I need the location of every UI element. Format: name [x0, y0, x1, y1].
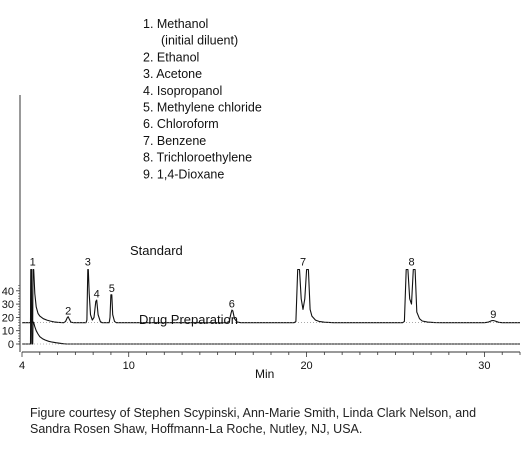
peak-label: 7 [300, 257, 306, 269]
trace-label-standard: Standard [130, 243, 183, 258]
legend-item: 4. Isopropanol [143, 84, 222, 98]
chromatogram-traces [22, 268, 520, 345]
legend-item: 9. 1,4-Dioxane [143, 167, 224, 181]
x-tick-label: 30 [478, 360, 490, 372]
legend-item: 2. Ethanol [143, 50, 199, 64]
chromatogram-chart: 1. Methanol (initial diluent) 2. Ethanol 3.… [2, 17, 521, 381]
peak-label: 5 [109, 283, 115, 295]
peak-label: 8 [408, 257, 414, 269]
legend-item: 5. Methylene chloride [143, 101, 262, 115]
legend-item: 8. Trichloroethylene [143, 151, 252, 165]
peak-label: 1 [30, 257, 36, 269]
x-tick-label: 20 [300, 360, 312, 372]
peak-label: 4 [94, 288, 100, 300]
y-tick-label: 20 [2, 312, 14, 324]
peak-labels: 1 2 3 4 5 6 7 8 9 [30, 257, 497, 322]
legend-item: 6. Chloroform [143, 117, 219, 131]
legend-item: 3. Acetone [143, 67, 202, 81]
legend-item: (initial diluent) [161, 34, 238, 48]
caption-line: Sandra Rosen Shaw, Hoffmann-La Roche, Nu… [30, 422, 363, 436]
x-tick-label: 4 [19, 360, 25, 372]
legend-item: 1. Methanol [143, 17, 208, 31]
y-tick-label: 10 [2, 326, 14, 338]
peak-label: 3 [85, 257, 91, 269]
y-tick-label: 0 [8, 339, 14, 351]
compound-legend: 1. Methanol (initial diluent) 2. Ethanol 3.… [143, 17, 262, 181]
peak-label: 2 [65, 306, 71, 318]
peak-label: 9 [490, 309, 496, 321]
x-tick-label: 10 [123, 360, 135, 372]
caption-line: Figure courtesy of Stephen Scypinski, An… [30, 406, 477, 420]
figure-caption: Figure courtesy of Stephen Scypinski, An… [30, 405, 520, 437]
trace-drug-preparation [22, 268, 520, 345]
y-tick-label: 40 [2, 286, 14, 298]
x-axis-title: Min [255, 367, 274, 381]
trace-label-drug-preparation: Drug Preparation [139, 312, 238, 327]
peak-label: 6 [229, 298, 235, 310]
y-tick-label: 30 [2, 299, 14, 311]
trace-standard [22, 268, 520, 324]
legend-item: 7. Benzene [143, 134, 206, 148]
